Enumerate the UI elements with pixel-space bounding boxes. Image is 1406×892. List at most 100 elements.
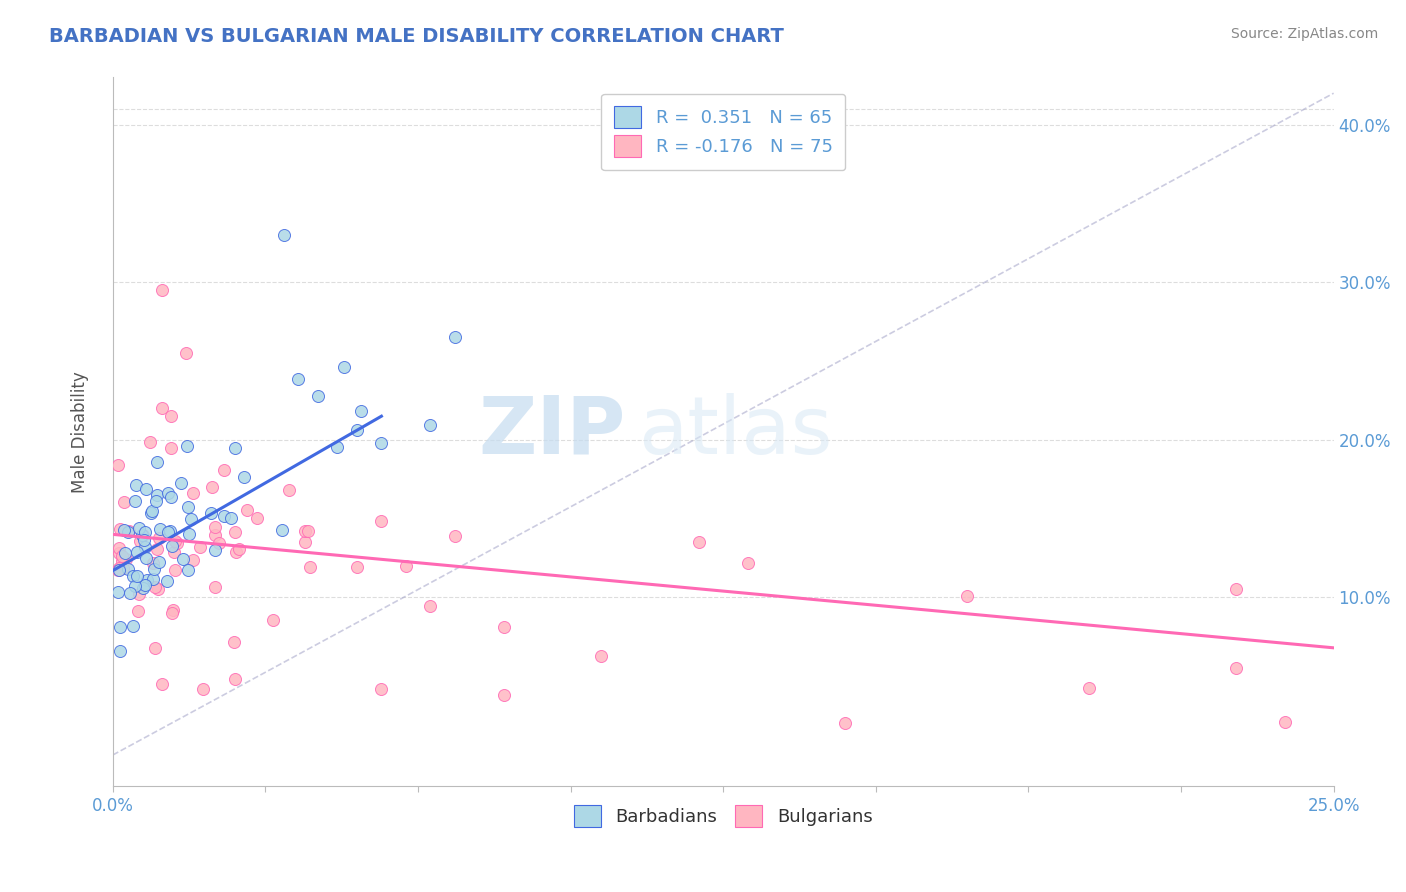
- Point: [443, 330, 465, 344]
- Point: [1225, 582, 1247, 596]
- Point: [222, 635, 245, 649]
- Point: [142, 562, 165, 576]
- Point: [1225, 661, 1247, 675]
- Point: [208, 536, 231, 550]
- Point: [370, 514, 392, 528]
- Point: [124, 494, 146, 508]
- Point: [287, 372, 309, 386]
- Point: [134, 524, 156, 539]
- Point: [108, 541, 131, 556]
- Point: [157, 524, 180, 539]
- Point: [350, 403, 373, 417]
- Point: [150, 401, 173, 416]
- Point: [492, 688, 515, 702]
- Point: [127, 544, 149, 558]
- Point: [124, 579, 146, 593]
- Point: [297, 524, 319, 538]
- Point: [141, 506, 163, 520]
- Point: [492, 620, 515, 634]
- Point: [219, 511, 242, 525]
- Point: [172, 552, 194, 566]
- Point: [150, 677, 173, 691]
- Point: [179, 527, 201, 541]
- Point: [127, 569, 149, 583]
- Point: [294, 534, 316, 549]
- Point: [160, 409, 183, 424]
- Legend: Barbadians, Bulgarians: Barbadians, Bulgarians: [567, 797, 880, 834]
- Point: [107, 585, 129, 599]
- Point: [127, 603, 149, 617]
- Point: [188, 540, 211, 554]
- Point: [370, 681, 392, 696]
- Point: [117, 562, 139, 576]
- Point: [174, 346, 197, 360]
- Point: [107, 563, 129, 577]
- Point: [146, 455, 169, 469]
- Point: [200, 506, 222, 520]
- Point: [142, 572, 165, 586]
- Point: [128, 521, 150, 535]
- Point: [228, 541, 250, 556]
- Point: [142, 557, 165, 571]
- Point: [160, 441, 183, 455]
- Point: [134, 533, 156, 548]
- Point: [166, 536, 188, 550]
- Point: [134, 540, 156, 554]
- Point: [132, 528, 155, 542]
- Point: [117, 524, 139, 539]
- Point: [180, 512, 202, 526]
- Point: [225, 545, 247, 559]
- Point: [157, 486, 180, 500]
- Point: [146, 582, 169, 596]
- Point: [204, 520, 226, 534]
- Point: [112, 495, 135, 509]
- Point: [125, 478, 148, 492]
- Point: [956, 589, 979, 603]
- Point: [148, 531, 170, 545]
- Point: [224, 524, 246, 539]
- Text: Source: ZipAtlas.com: Source: ZipAtlas.com: [1230, 27, 1378, 41]
- Point: [108, 644, 131, 658]
- Point: [107, 458, 129, 472]
- Point: [131, 528, 153, 542]
- Point: [834, 716, 856, 731]
- Point: [145, 580, 167, 594]
- Point: [160, 606, 183, 620]
- Point: [135, 550, 157, 565]
- Point: [193, 682, 215, 697]
- Point: [135, 573, 157, 587]
- Point: [298, 560, 321, 574]
- Point: [212, 463, 235, 477]
- Point: [419, 418, 441, 433]
- Point: [204, 580, 226, 594]
- Point: [737, 556, 759, 570]
- Point: [118, 524, 141, 539]
- Point: [245, 511, 267, 525]
- Point: [181, 485, 204, 500]
- Point: [145, 541, 167, 556]
- Point: [108, 522, 131, 536]
- Point: [110, 553, 132, 567]
- Point: [121, 619, 143, 633]
- Point: [111, 549, 134, 563]
- Point: [148, 555, 170, 569]
- Point: [176, 439, 198, 453]
- Point: [262, 613, 284, 627]
- Point: [370, 435, 392, 450]
- Point: [112, 523, 135, 537]
- Point: [156, 574, 179, 588]
- Point: [110, 620, 132, 634]
- Point: [204, 527, 226, 541]
- Point: [141, 504, 163, 518]
- Point: [395, 559, 418, 574]
- Text: BARBADIAN VS BULGARIAN MALE DISABILITY CORRELATION CHART: BARBADIAN VS BULGARIAN MALE DISABILITY C…: [49, 27, 785, 45]
- Point: [326, 440, 349, 454]
- Point: [278, 483, 301, 497]
- Point: [181, 553, 204, 567]
- Point: [111, 560, 134, 574]
- Point: [233, 470, 256, 484]
- Point: [307, 389, 329, 403]
- Point: [162, 603, 184, 617]
- Point: [235, 503, 257, 517]
- Point: [131, 581, 153, 595]
